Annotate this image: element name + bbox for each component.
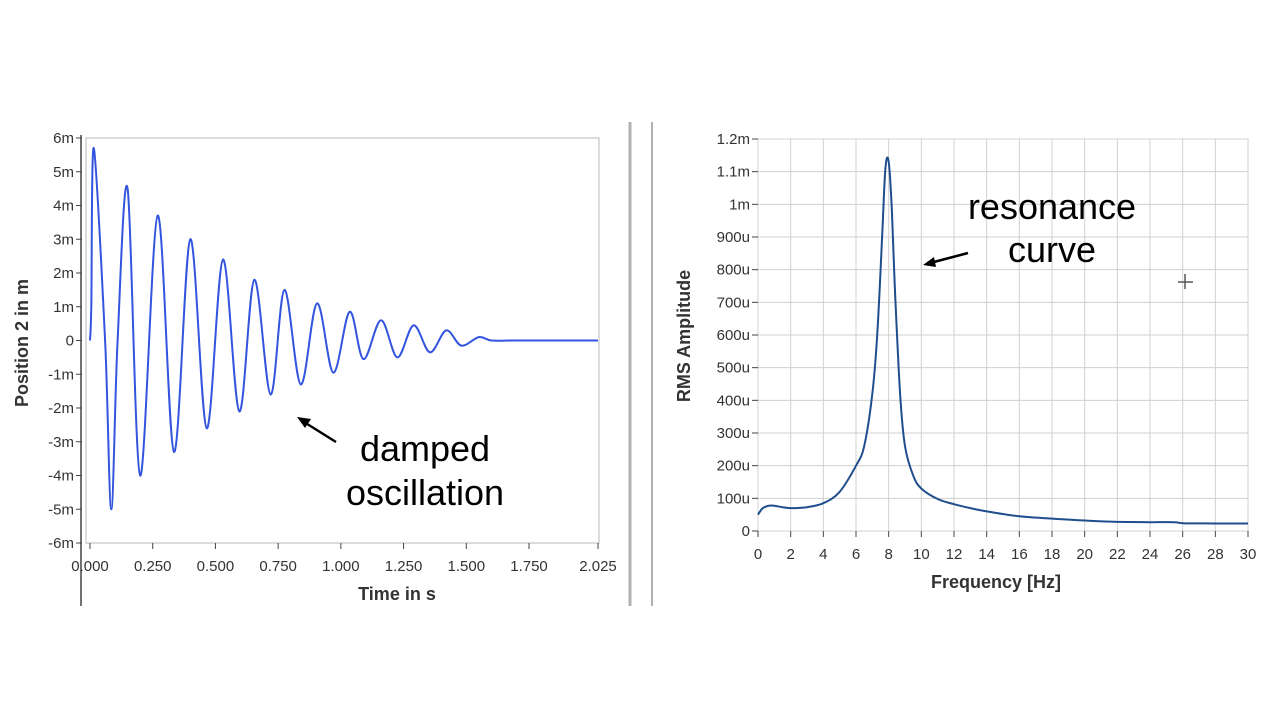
right-x-tick-label: 2 (786, 546, 794, 563)
right-x-tick-label: 16 (1011, 546, 1028, 563)
right-x-tick-label: 22 (1109, 546, 1126, 563)
left-x-tick-label: 0.500 (197, 558, 235, 575)
left-y-tick-label: -2m (48, 400, 74, 417)
right-x-tick-label: 0 (754, 546, 762, 563)
right-annotation-line-1: resonance (968, 186, 1136, 227)
resonance-curve-chart: 1.2m1.1m1m900u800u700u600u500u400u300u20… (674, 131, 1256, 592)
left-annotation-line-1: damped (360, 428, 490, 469)
left-annotation-arrowhead (297, 417, 311, 428)
right-y-tick-label: 800u (717, 262, 750, 279)
left-x-tick-label: 1.500 (448, 558, 486, 575)
left-series-line (89, 147, 598, 511)
right-x-tick-label: 18 (1044, 546, 1061, 563)
right-y-tick-label: 1m (729, 196, 750, 213)
left-y-tick-label: -5m (48, 501, 74, 518)
left-x-tick-label: 0.750 (259, 558, 297, 575)
right-x-axis-label: Frequency [Hz] (931, 572, 1061, 592)
right-x-tick-label: 30 (1240, 546, 1257, 563)
left-y-tick-label: 5m (53, 164, 74, 181)
right-y-tick-label: 500u (717, 360, 750, 377)
right-x-tick-label: 20 (1076, 546, 1093, 563)
left-y-axis-label: Position 2 in m (12, 279, 32, 407)
right-x-tick-label: 4 (819, 546, 827, 563)
right-annotation-line-2: curve (1008, 229, 1096, 270)
left-y-tick-label: 6m (53, 130, 74, 147)
right-x-tick-label: 12 (946, 546, 963, 563)
right-y-tick-label: 300u (717, 425, 750, 442)
left-annotation-line-2: oscillation (346, 472, 504, 513)
right-y-tick-label: 1.2m (717, 131, 750, 148)
left-y-tick-label: 3m (53, 231, 74, 248)
right-x-tick-label: 6 (852, 546, 860, 563)
left-y-tick-label: -6m (48, 535, 74, 552)
left-x-axis-label: Time in s (358, 584, 436, 604)
damped-oscillation-chart: 6m 5m 4m 3m 2m 1m 0 -1m -2m -3m -4m -5m -6m 0.000 0.2… (12, 130, 617, 606)
left-x-tick-label: 1.250 (385, 558, 423, 575)
right-x-tick-label: 28 (1207, 546, 1224, 563)
right-x-tick-label: 10 (913, 546, 930, 563)
right-annotation-arrowhead (923, 257, 936, 267)
right-x-tick-label: 8 (884, 546, 892, 563)
left-y-tick-label: -4m (48, 468, 74, 485)
left-y-tick-label: 0 (66, 333, 74, 350)
left-y-tick-label: 4m (53, 198, 74, 215)
right-y-tick-label: 100u (717, 490, 750, 507)
left-x-tick-label: 1.750 (510, 558, 548, 575)
left-y-tick-label: 1m (53, 299, 74, 316)
right-y-tick-label: 400u (717, 392, 750, 409)
right-series-line (757, 156, 1248, 525)
left-x-tick-label: 2.025 (579, 558, 617, 575)
right-y-tick-label: 200u (717, 458, 750, 475)
right-y-tick-label: 0 (742, 523, 750, 540)
right-x-tick-label: 14 (978, 546, 995, 563)
right-y-tick-label: 1.1m (717, 164, 750, 181)
left-y-tick-label: -3m (48, 434, 74, 451)
right-y-tick-label: 600u (717, 327, 750, 344)
left-y-tick-label: -1m (48, 366, 74, 383)
left-annotation-arrow (303, 420, 337, 444)
right-y-tick-label: 700u (717, 294, 750, 311)
crosshair-cursor-icon (1178, 274, 1193, 289)
right-annotation-arrow (929, 251, 969, 265)
left-y-tick-label: 2m (53, 265, 74, 282)
left-x-tick-label: 0.250 (134, 558, 172, 575)
right-x-tick-label: 26 (1174, 546, 1191, 563)
left-x-tick-label: 1.000 (322, 558, 360, 575)
left-x-tick-label: 0.000 (71, 558, 109, 575)
right-x-tick-label: 24 (1142, 546, 1159, 563)
right-y-axis-label: RMS Amplitude (674, 270, 694, 402)
right-y-tick-label: 900u (717, 229, 750, 246)
